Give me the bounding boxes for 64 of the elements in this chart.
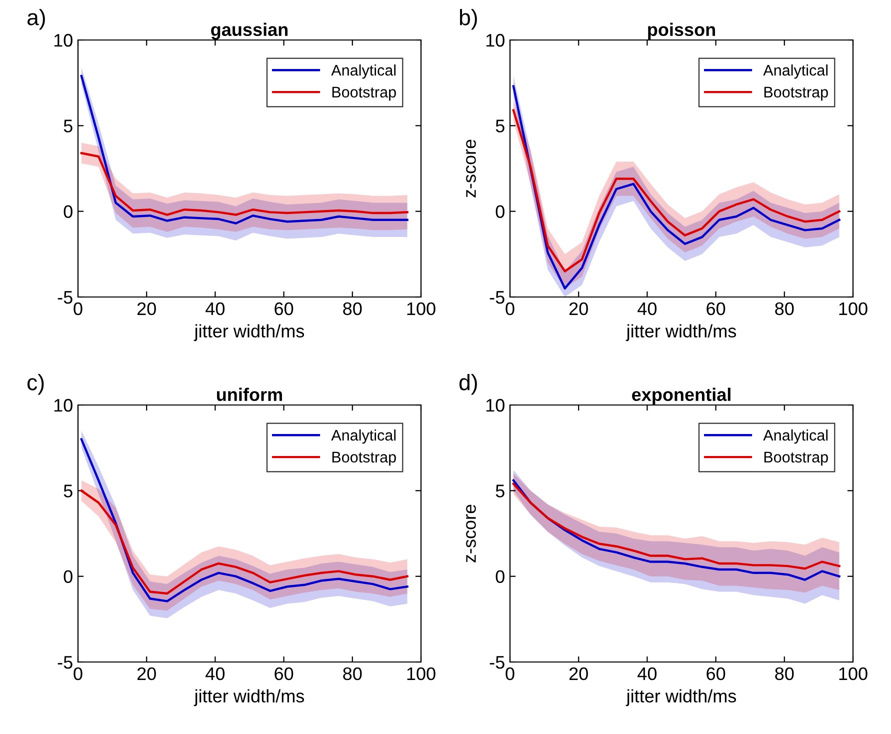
y-tick-label: 0 xyxy=(64,205,72,218)
legend-label: Bootstrap xyxy=(764,86,828,101)
x-tick-label: 40 xyxy=(638,667,657,680)
x-tick-label: 100 xyxy=(407,667,436,680)
x-tick-label: 40 xyxy=(638,302,657,316)
x-tick-label: 100 xyxy=(407,302,436,316)
x-tick-label: 60 xyxy=(706,667,726,680)
y-tick-label: 10 xyxy=(54,398,72,412)
legend-label: Analytical xyxy=(763,64,828,79)
x-tick-label: 100 xyxy=(839,302,868,316)
y-tick-label: -5 xyxy=(490,656,504,669)
x-tick-label: 60 xyxy=(274,302,294,316)
chart-title: exponential xyxy=(632,388,730,405)
x-axis-title: jitter width/ms xyxy=(626,324,736,342)
text: c) xyxy=(27,374,44,395)
y-axis-title: z-score xyxy=(466,140,476,198)
x-tick-label: 40 xyxy=(206,302,225,316)
y-tick-label: 10 xyxy=(486,34,504,47)
legend-label: Analytical xyxy=(763,429,828,444)
x-tick-label: 80 xyxy=(775,667,794,680)
legend-label: Bootstrap xyxy=(332,86,396,101)
y-tick-label: 10 xyxy=(486,398,504,412)
legend-label: Bootstrap xyxy=(332,452,396,466)
y-axis-title: z-score xyxy=(466,504,476,562)
y-tick-label: 5 xyxy=(64,120,72,132)
text: d) xyxy=(459,374,477,395)
x-tick-label: 100 xyxy=(839,667,868,680)
x-tick-label: 80 xyxy=(343,302,362,316)
y-tick-label: 5 xyxy=(496,120,504,132)
legend-label: Analytical xyxy=(331,429,396,444)
y-tick-label: -5 xyxy=(58,291,72,304)
y-tick-label: 5 xyxy=(64,484,72,498)
x-axis-title: jitter width/ms xyxy=(194,324,304,342)
chart-title: poisson xyxy=(648,22,715,40)
y-tick-label: 10 xyxy=(54,34,72,47)
x-tick-label: 0 xyxy=(506,302,514,316)
chart-title: uniform xyxy=(217,388,282,402)
y-tick-label: 5 xyxy=(496,484,504,498)
y-tick-label: -5 xyxy=(490,291,504,304)
legend-label: Bootstrap xyxy=(764,452,828,466)
text: a) xyxy=(27,9,45,30)
x-tick-label: 20 xyxy=(569,667,588,680)
x-tick-label: 20 xyxy=(137,667,156,680)
x-tick-label: 20 xyxy=(569,302,588,316)
x-tick-label: 40 xyxy=(206,667,225,680)
x-axis-title: jitter width/ms xyxy=(626,689,736,706)
chart-title: gaussian xyxy=(211,22,288,40)
line-series xyxy=(80,490,408,595)
line-series xyxy=(80,152,408,216)
legend-label: Analytical xyxy=(331,64,396,79)
x-tick-label: 0 xyxy=(74,667,82,680)
y-tick-label: -5 xyxy=(58,656,72,669)
text: b) xyxy=(460,9,477,30)
x-tick-label: 0 xyxy=(74,302,82,316)
y-tick-label: 0 xyxy=(496,570,504,584)
x-tick-label: 80 xyxy=(343,667,362,680)
x-tick-label: 0 xyxy=(506,667,514,680)
y-tick-label: 0 xyxy=(496,205,504,218)
x-tick-label: 80 xyxy=(775,302,794,316)
y-tick-label: 0 xyxy=(64,570,72,584)
x-tick-label: 60 xyxy=(706,302,726,316)
x-axis-title: jitter width/ms xyxy=(194,689,304,706)
x-tick-label: 60 xyxy=(274,667,294,680)
x-tick-label: 20 xyxy=(137,302,156,316)
